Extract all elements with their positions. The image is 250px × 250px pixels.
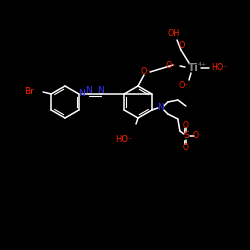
Text: N: N (86, 86, 92, 95)
Text: O: O (183, 120, 189, 130)
Text: OH: OH (168, 28, 180, 38)
Text: O: O (179, 40, 185, 50)
Text: Br: Br (24, 86, 34, 96)
Text: N: N (158, 104, 164, 112)
Text: Ti: Ti (188, 63, 198, 73)
Text: N: N (78, 90, 85, 98)
Text: S: S (183, 132, 189, 140)
Text: HO⁻: HO⁻ (211, 64, 227, 72)
Text: 4+: 4+ (198, 62, 206, 66)
Text: O: O (183, 142, 189, 152)
Text: O⁻: O⁻ (166, 62, 176, 70)
Text: HO⁻: HO⁻ (115, 136, 133, 144)
Text: N: N (98, 86, 104, 95)
Text: O⁻: O⁻ (141, 68, 151, 76)
Text: O⁻: O⁻ (193, 132, 203, 140)
Text: O⁻: O⁻ (179, 80, 189, 90)
